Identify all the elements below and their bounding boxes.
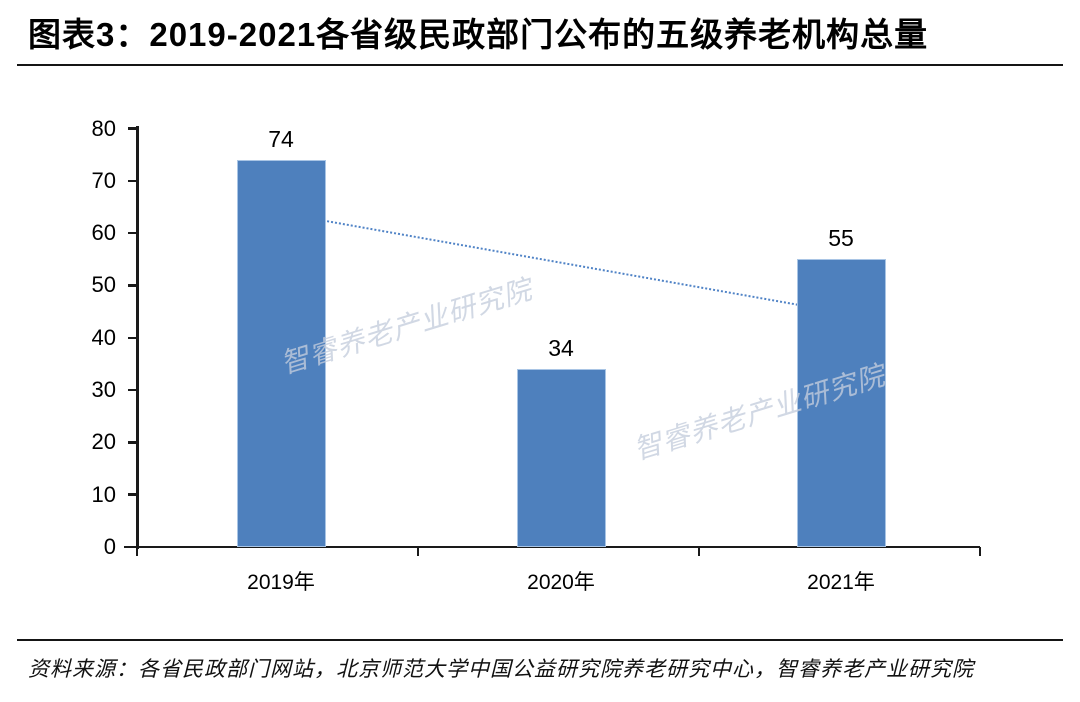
x-axis-tick bbox=[135, 547, 139, 556]
y-tick-label: 10 bbox=[91, 481, 116, 507]
page-title: 图表3：2019-2021各省级民政部门公布的五级养老机构总量 bbox=[28, 16, 929, 53]
y-tick-label: 60 bbox=[91, 220, 116, 246]
y-axis-tick bbox=[128, 388, 137, 392]
title-divider bbox=[17, 64, 1063, 66]
y-tick-label: 50 bbox=[91, 272, 116, 298]
y-axis bbox=[136, 126, 139, 549]
bar bbox=[516, 369, 606, 547]
bar-value-label: 55 bbox=[828, 225, 854, 252]
y-axis-tick bbox=[128, 179, 137, 183]
x-tick-label: 2020年 bbox=[527, 571, 595, 594]
bar-value-label: 74 bbox=[268, 125, 294, 152]
x-axis-tick bbox=[978, 547, 982, 556]
bar bbox=[796, 259, 886, 547]
y-tick-label: 40 bbox=[91, 324, 116, 350]
footer-divider bbox=[17, 639, 1063, 641]
y-tick-label: 0 bbox=[103, 534, 116, 559]
y-tick-label: 80 bbox=[91, 115, 116, 141]
y-axis-tick bbox=[128, 231, 137, 235]
y-tick-label: 30 bbox=[91, 377, 116, 403]
y-axis-tick bbox=[128, 493, 137, 496]
bar-value-label: 34 bbox=[548, 335, 574, 362]
y-axis-tick bbox=[128, 127, 137, 130]
y-axis-tick bbox=[128, 284, 137, 287]
source-note: 资料来源：各省民政部门网站，北京师范大学中国公益研究院养老研究中心，智睿养老产业… bbox=[28, 657, 974, 681]
trendline bbox=[280, 212, 841, 314]
x-axis-tick bbox=[697, 547, 701, 556]
y-tick-label: 20 bbox=[91, 429, 116, 455]
y-axis-tick bbox=[128, 336, 137, 339]
y-tick-label: 70 bbox=[91, 167, 116, 193]
x-tick-label: 2021年 bbox=[807, 571, 875, 594]
x-axis-tick bbox=[416, 547, 420, 556]
x-tick-label: 2019年 bbox=[247, 571, 315, 594]
bar bbox=[236, 159, 326, 547]
y-axis-tick bbox=[128, 441, 137, 444]
